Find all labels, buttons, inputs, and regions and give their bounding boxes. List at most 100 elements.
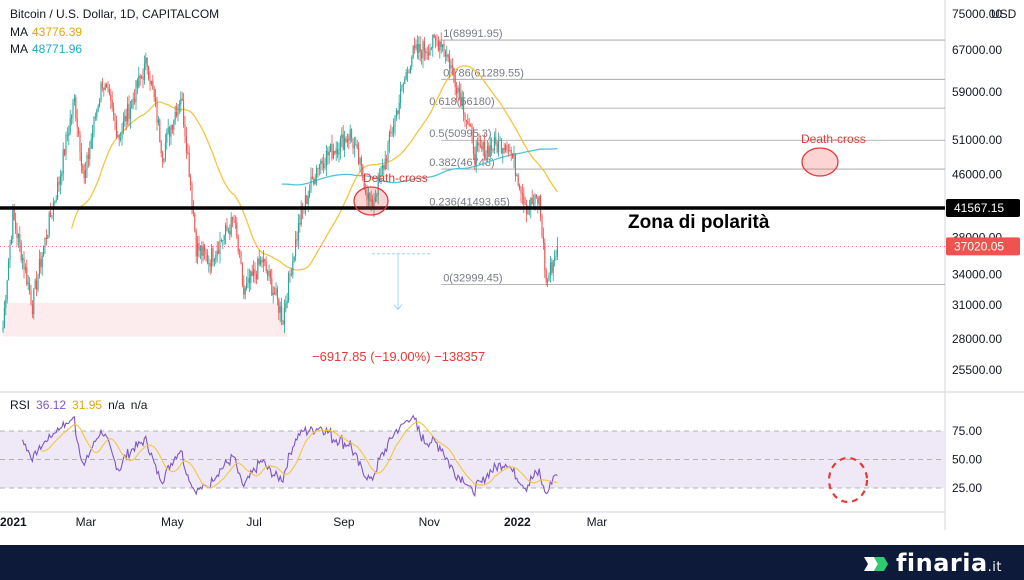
candle-body — [362, 165, 364, 179]
candle-body — [314, 178, 316, 185]
candle — [61, 170, 63, 186]
candle-body — [244, 287, 246, 295]
candle-body — [257, 258, 259, 280]
candle-body — [477, 142, 479, 147]
candle — [463, 91, 465, 122]
candle-body — [554, 257, 556, 261]
candle-body — [209, 263, 211, 267]
candle — [26, 259, 28, 286]
candle — [101, 77, 103, 92]
candle-body — [180, 98, 182, 105]
candle-body — [268, 270, 270, 276]
candle-body — [454, 75, 456, 88]
candle — [218, 241, 220, 255]
candle-body — [82, 165, 84, 171]
candle-body — [419, 44, 421, 52]
candle — [90, 133, 92, 149]
candle-body — [183, 100, 185, 125]
candle-body — [342, 134, 344, 150]
candle — [65, 131, 67, 161]
candle-body — [36, 280, 38, 290]
candle — [450, 59, 452, 74]
finaria-logo[interactable]: finaria.it — [862, 549, 1002, 577]
candle-body — [167, 127, 169, 133]
candle — [138, 66, 140, 89]
candle — [365, 183, 367, 196]
candle — [451, 58, 453, 76]
candle — [269, 269, 271, 285]
fib-level-label: 0(32999.45) — [443, 272, 502, 284]
candle — [110, 88, 112, 110]
time-tick-label: 2022 — [504, 515, 531, 529]
candle-body — [478, 142, 480, 146]
candle-body — [128, 103, 130, 119]
candle — [533, 194, 535, 207]
candle-body — [391, 132, 393, 134]
candle — [324, 157, 326, 171]
candle-body — [339, 138, 341, 152]
candle-body — [281, 306, 283, 321]
candle — [554, 250, 556, 267]
candle — [134, 89, 136, 105]
candle-body — [269, 270, 271, 278]
candle — [292, 252, 294, 279]
candle — [167, 118, 169, 135]
candle-body — [493, 137, 495, 151]
candle-body — [122, 120, 124, 131]
candle-body — [17, 234, 19, 238]
candle — [544, 238, 546, 279]
candle-body — [516, 175, 518, 176]
candle — [94, 112, 96, 121]
candle-body — [328, 151, 330, 156]
candle-body — [489, 145, 491, 158]
candle-body — [444, 51, 446, 57]
candle-body — [205, 251, 207, 255]
candle-body — [282, 320, 284, 325]
candle — [55, 194, 57, 203]
candle-body — [447, 54, 449, 58]
candle-body — [272, 292, 274, 296]
candle — [227, 227, 229, 234]
candle-body — [276, 288, 278, 299]
candle-body — [261, 259, 263, 263]
candle — [195, 228, 197, 263]
candle-body — [290, 273, 292, 276]
candle — [310, 167, 312, 193]
candle — [479, 135, 481, 149]
candle — [390, 124, 392, 137]
candle — [330, 143, 332, 153]
candle-body — [69, 118, 71, 134]
candle-body — [538, 195, 540, 205]
candle — [260, 256, 262, 267]
candle — [68, 125, 70, 146]
candle-body — [404, 78, 406, 85]
candle — [145, 52, 147, 71]
ma-slow-line — [70, 65, 558, 271]
candle — [401, 84, 403, 92]
candle-body — [555, 256, 557, 258]
candle-body — [127, 103, 129, 122]
candle-body — [246, 283, 248, 288]
candle-body — [253, 269, 255, 276]
candle — [295, 230, 297, 262]
rsi-level-label: 75.00 — [952, 424, 982, 438]
candle-body — [534, 194, 536, 203]
candle-body — [237, 236, 239, 252]
candle-body — [204, 245, 206, 252]
candle — [250, 270, 252, 290]
candle-body — [325, 150, 327, 166]
ma-slow-value: 43776.39 — [32, 25, 83, 39]
candle-body — [100, 82, 102, 100]
candle-body — [198, 242, 200, 251]
candle — [100, 81, 102, 103]
candle — [156, 96, 158, 131]
candle — [15, 212, 17, 234]
candle — [271, 268, 273, 297]
candle — [302, 202, 304, 220]
candle — [129, 100, 131, 129]
candle-body — [324, 165, 326, 168]
candle-body — [451, 65, 453, 68]
candle — [48, 210, 50, 238]
